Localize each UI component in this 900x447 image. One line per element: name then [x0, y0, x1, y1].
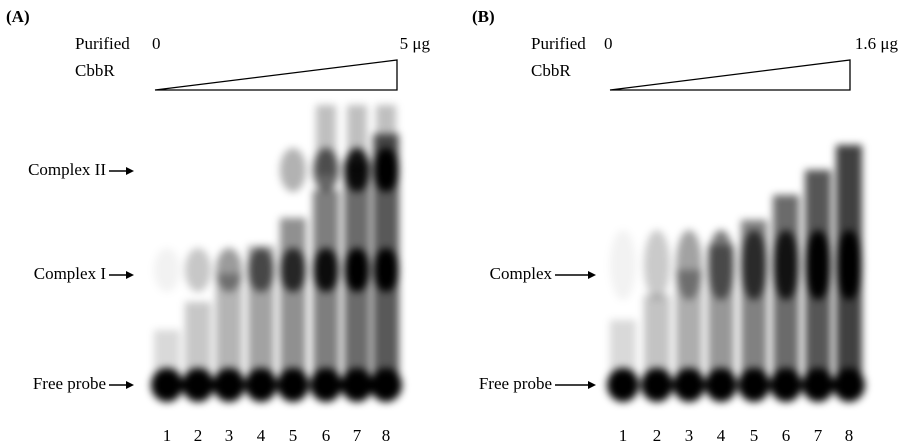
complex-band [741, 230, 767, 300]
protein-label: CbbR [531, 61, 571, 80]
free-probe-band [833, 368, 865, 402]
free-probe-band [607, 368, 639, 402]
complex-i-band [373, 248, 399, 292]
complex-i-band [313, 248, 339, 292]
panel-label: (B) [472, 7, 495, 26]
lane-number: 6 [322, 426, 331, 445]
complex-i-band [216, 248, 242, 292]
protein-label: Purified [531, 34, 586, 53]
gel-b [607, 145, 865, 402]
free-probe-band [277, 368, 309, 402]
band-label: Complex [490, 264, 553, 283]
lane-number: 1 [163, 426, 172, 445]
lane-number: 7 [353, 426, 362, 445]
lane-number: 3 [225, 426, 234, 445]
band-label: Complex I [34, 264, 107, 283]
lane-number: 4 [257, 426, 266, 445]
gradient-triangle [609, 59, 851, 91]
lane-number: 7 [814, 426, 823, 445]
free-probe-band [641, 368, 673, 402]
complex-i-band [154, 248, 180, 292]
complex-i-band [185, 248, 211, 292]
band-label: Free probe [479, 374, 552, 393]
lane-number: 2 [194, 426, 203, 445]
free-probe-band [213, 368, 245, 402]
complex-band [644, 230, 670, 300]
free-probe-band [738, 368, 770, 402]
lane-number: 1 [619, 426, 628, 445]
complex-band [805, 230, 831, 300]
lane-number: 6 [782, 426, 791, 445]
free-probe-band [310, 368, 342, 402]
complex-band [676, 230, 702, 300]
free-probe-band [182, 368, 214, 402]
complex-band [708, 230, 734, 300]
end-amount: 1.6 μg [855, 34, 899, 53]
gradient-triangle [154, 59, 398, 91]
free-probe-band [673, 368, 705, 402]
complex-band [773, 230, 799, 300]
protein-label: CbbR [75, 61, 115, 80]
complex-band [836, 230, 862, 300]
free-probe-band [151, 368, 183, 402]
lane-number: 5 [750, 426, 759, 445]
complex-band [610, 230, 636, 300]
free-probe-band [341, 368, 373, 402]
lane-number: 8 [845, 426, 854, 445]
start-amount: 0 [604, 34, 613, 53]
panel-label: (A) [6, 7, 30, 26]
complex-ii-band [280, 148, 306, 192]
arrows [109, 170, 588, 386]
well-smear [316, 105, 336, 175]
free-probe-band [802, 368, 834, 402]
band-label: Free probe [33, 374, 106, 393]
complex-i-band [344, 248, 370, 292]
complex-i-band [280, 248, 306, 292]
lane-number: 4 [717, 426, 726, 445]
lane-number: 8 [382, 426, 391, 445]
start-amount: 0 [152, 34, 161, 53]
end-amount: 5 μg [400, 34, 431, 53]
free-probe-band [705, 368, 737, 402]
smear [280, 218, 306, 390]
lane-number: 2 [653, 426, 662, 445]
band-label: Complex II [28, 160, 106, 179]
well-smear [376, 105, 396, 175]
free-probe-band [245, 368, 277, 402]
well-smear [347, 105, 367, 175]
protein-label: Purified [75, 34, 130, 53]
lane-number: 3 [685, 426, 694, 445]
free-probe-band [370, 368, 402, 402]
lane-number: 5 [289, 426, 298, 445]
free-probe-band [770, 368, 802, 402]
arrowheads [126, 167, 596, 389]
complex-i-band [248, 248, 274, 292]
gel-a [151, 105, 402, 402]
